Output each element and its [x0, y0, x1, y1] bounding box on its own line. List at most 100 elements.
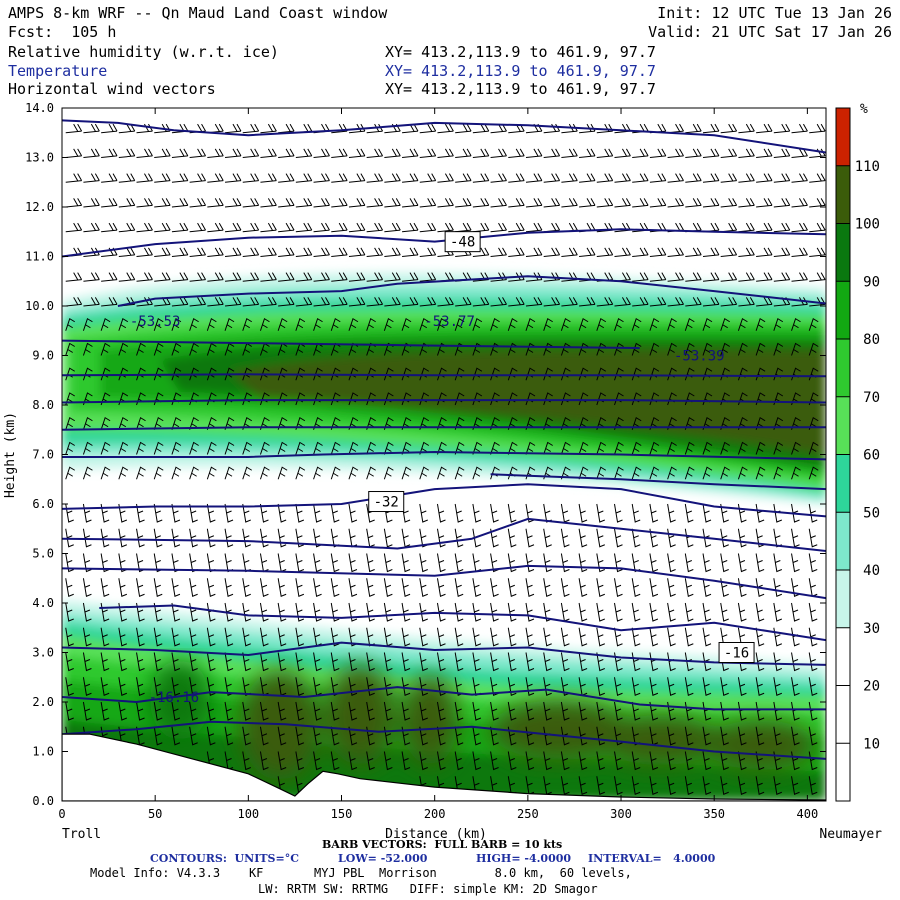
wind-barb	[631, 578, 641, 597]
wind-barb	[189, 726, 198, 746]
wind-barb	[455, 198, 472, 208]
wind-barb	[171, 466, 182, 480]
wind-barb	[667, 776, 676, 795]
wind-barb	[720, 578, 729, 597]
wind-barb	[543, 652, 552, 672]
wind-barb	[278, 148, 295, 158]
wind-barb	[136, 602, 145, 622]
wind-barb	[702, 297, 720, 307]
wind-barb	[65, 272, 83, 282]
wind-barb	[720, 441, 730, 455]
wind-barb	[596, 776, 605, 795]
wind-barb	[614, 726, 623, 746]
wind-barb	[614, 776, 623, 795]
wind-barb	[383, 652, 393, 672]
wind-barb	[189, 247, 206, 257]
wind-barb	[383, 417, 394, 430]
wind-barb	[684, 578, 694, 597]
wind-barb	[401, 677, 411, 696]
wind-barb	[278, 173, 295, 183]
wind-barb	[118, 318, 129, 331]
wind-barb	[419, 441, 430, 455]
wind-barb	[136, 652, 145, 672]
wind-barb	[649, 776, 659, 795]
wind-barb	[773, 148, 791, 158]
wind-barb	[65, 578, 74, 597]
wind-barb	[560, 528, 570, 548]
wind-barb	[118, 247, 136, 257]
wind-barb	[525, 677, 535, 696]
wind-barb	[171, 528, 181, 548]
wind-barb	[118, 701, 128, 721]
wind-barb	[454, 441, 465, 455]
wind-barb	[313, 701, 322, 721]
wind-barb	[278, 123, 295, 134]
wind-barb	[366, 701, 375, 721]
wind-barb	[614, 297, 631, 307]
wind-barb	[277, 602, 287, 622]
wind-barb	[737, 776, 747, 795]
y-tick-label: 10.0	[25, 299, 54, 313]
wind-barb	[773, 726, 783, 746]
wind-barb	[543, 417, 553, 430]
wind-barb	[596, 701, 605, 721]
wind-barb	[685, 198, 702, 208]
wind-barb	[65, 198, 83, 208]
wind-barb	[667, 578, 676, 597]
wind-barb	[384, 198, 401, 208]
wind-barb	[614, 677, 623, 696]
wind-barb	[702, 503, 712, 523]
wind-barb	[561, 297, 578, 307]
wind-barb	[472, 726, 482, 746]
wind-barb	[720, 466, 730, 480]
wind-barb	[454, 627, 464, 647]
colorbar-tick-label: 20	[863, 679, 880, 695]
wind-barb	[808, 726, 818, 746]
wind-barb	[756, 222, 773, 233]
wind-barb	[684, 677, 694, 696]
wind-barb	[490, 627, 499, 647]
y-axis: 0.0 1.0 2.0 3.0 4.0 5.0 6.0 7.0 8.0 9.0 10.0 11.0 12…	[25, 101, 826, 808]
wind-barb	[667, 466, 677, 480]
contours-units: CONTOURS: UNITS=°C	[150, 852, 299, 865]
wind-barb	[437, 148, 454, 158]
wind-barb	[189, 148, 206, 158]
wind-barb	[402, 247, 419, 257]
y-tick-label: 9.0	[32, 349, 54, 363]
wind-barb	[525, 222, 543, 233]
wind-barb	[525, 148, 543, 158]
wind-barb	[667, 148, 684, 158]
wind-barb	[259, 528, 269, 548]
wind-barb	[614, 602, 623, 622]
isotherm	[62, 119, 826, 154]
wind-barb	[330, 652, 340, 672]
wind-barb	[401, 652, 411, 672]
wind-barb	[118, 677, 128, 696]
wind-barb	[330, 726, 340, 746]
wind-barb	[649, 318, 660, 331]
wind-barb	[579, 297, 596, 307]
wind-barb	[278, 222, 295, 233]
wind-barb	[101, 123, 118, 134]
wind-barb	[224, 503, 234, 523]
wind-barb	[702, 726, 712, 746]
x-tick-label: 50	[148, 807, 162, 821]
wind-barb	[348, 198, 366, 208]
wind-barb	[755, 441, 766, 455]
wind-barb	[808, 627, 818, 647]
wind-barb	[755, 751, 765, 771]
wind-barb	[82, 677, 92, 696]
wind-barb	[259, 701, 269, 721]
wind-barb	[667, 553, 676, 573]
wind-barb	[436, 602, 446, 622]
wind-barb	[507, 417, 518, 430]
wind-barb	[402, 173, 419, 183]
wind-barb	[649, 528, 659, 548]
wind-barb	[773, 602, 783, 622]
wind-barb	[596, 297, 614, 307]
wind-barb	[454, 417, 465, 430]
wind-barb	[419, 318, 430, 331]
wind-barb	[578, 441, 589, 455]
wind-barb	[189, 272, 206, 282]
contour-labels: -48 -53.53 -53.77 -53.39 -32 -16 -16.16	[130, 231, 755, 706]
